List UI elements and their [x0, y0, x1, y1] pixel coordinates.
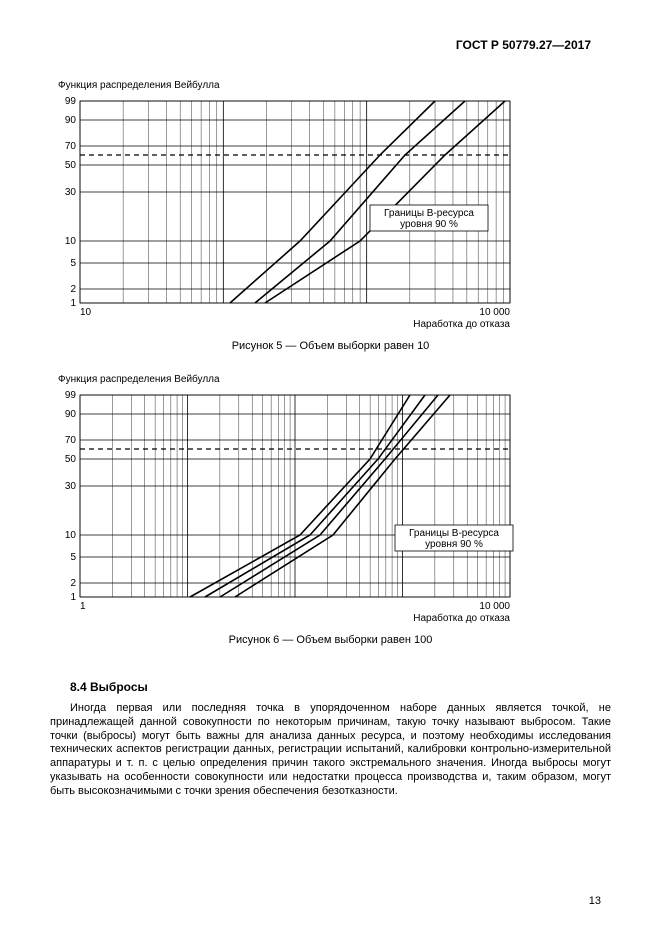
- svg-text:30: 30: [65, 187, 77, 198]
- svg-text:10 000: 10 000: [479, 307, 510, 318]
- svg-text:10: 10: [65, 236, 77, 247]
- svg-text:Наработка до отказа: Наработка до отказа: [413, 612, 510, 623]
- svg-text:70: 70: [65, 435, 77, 446]
- chart5-svg: 1 2 5 10 30 50 70 90 99 Границы В-ресурсауровня 9…: [50, 93, 530, 329]
- figure-5: Функция распределения Вейбулла 1 2 5 10 30 50…: [50, 80, 611, 352]
- page: ГОСТ Р 50779.27—2017 Функция распределен…: [0, 0, 661, 935]
- chart6-caption: Рисунок 6 — Объем выборки равен 100: [50, 634, 611, 646]
- svg-text:90: 90: [65, 115, 77, 126]
- svg-text:10: 10: [80, 307, 92, 318]
- svg-text:50: 50: [65, 454, 77, 465]
- svg-text:1: 1: [80, 601, 86, 612]
- chart5-caption: Рисунок 5 — Объем выборки равен 10: [50, 340, 611, 352]
- svg-text:10: 10: [65, 530, 77, 541]
- svg-text:90: 90: [65, 409, 77, 420]
- chart6-title: Функция распределения Вейбулла: [58, 374, 611, 385]
- page-number: 13: [589, 895, 601, 907]
- svg-text:70: 70: [65, 141, 77, 152]
- svg-text:50: 50: [65, 160, 77, 171]
- document-id: ГОСТ Р 50779.27—2017: [456, 38, 591, 52]
- svg-text:2: 2: [70, 284, 76, 295]
- section-body: Иногда первая или последняя точка в упор…: [50, 702, 611, 798]
- svg-text:1: 1: [70, 592, 76, 603]
- svg-text:99: 99: [65, 96, 77, 107]
- svg-text:30: 30: [65, 481, 77, 492]
- svg-text:99: 99: [65, 390, 77, 401]
- chart5-title: Функция распределения Вейбулла: [58, 80, 611, 91]
- chart6-svg: 1 2 5 10 30 50 70 90 99 Границы В-ресурсауровня 9…: [50, 387, 530, 623]
- svg-text:10 000: 10 000: [479, 601, 510, 612]
- svg-text:1: 1: [70, 298, 76, 309]
- svg-text:5: 5: [70, 258, 76, 269]
- svg-text:Наработка до отказа: Наработка до отказа: [413, 318, 510, 329]
- svg-text:Границы В-ресурса: Границы В-ресурса: [409, 528, 499, 539]
- svg-text:5: 5: [70, 552, 76, 563]
- svg-text:2: 2: [70, 578, 76, 589]
- figure-6: Функция распределения Вейбулла 1 2 5 10 30 50…: [50, 374, 611, 646]
- svg-text:уровня 90 %: уровня 90 %: [400, 219, 458, 230]
- section-heading: 8.4 Выбросы: [70, 680, 611, 694]
- svg-text:Границы В-ресурса: Границы В-ресурса: [384, 208, 474, 219]
- svg-text:уровня 90 %: уровня 90 %: [425, 539, 483, 550]
